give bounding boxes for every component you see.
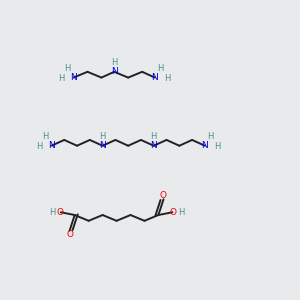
Text: H: H (164, 74, 170, 82)
Text: H: H (208, 132, 214, 141)
Text: H: H (43, 132, 49, 141)
Text: H: H (111, 58, 117, 67)
Text: N: N (48, 141, 55, 150)
Text: H: H (158, 64, 164, 73)
Text: H: H (214, 142, 220, 151)
Text: H: H (64, 64, 71, 73)
Text: N: N (111, 67, 118, 76)
Text: N: N (202, 141, 208, 150)
Text: N: N (70, 73, 77, 82)
Text: N: N (152, 73, 158, 82)
Text: H: H (58, 74, 64, 82)
Text: N: N (99, 141, 106, 150)
Text: H: H (49, 208, 55, 217)
Text: H: H (36, 142, 43, 151)
Text: O: O (67, 230, 73, 239)
Text: O: O (169, 208, 176, 217)
Text: H: H (99, 131, 106, 140)
Text: O: O (160, 191, 167, 200)
Text: H: H (178, 208, 184, 217)
Text: N: N (150, 141, 157, 150)
Text: O: O (57, 208, 64, 217)
Text: H: H (151, 131, 157, 140)
